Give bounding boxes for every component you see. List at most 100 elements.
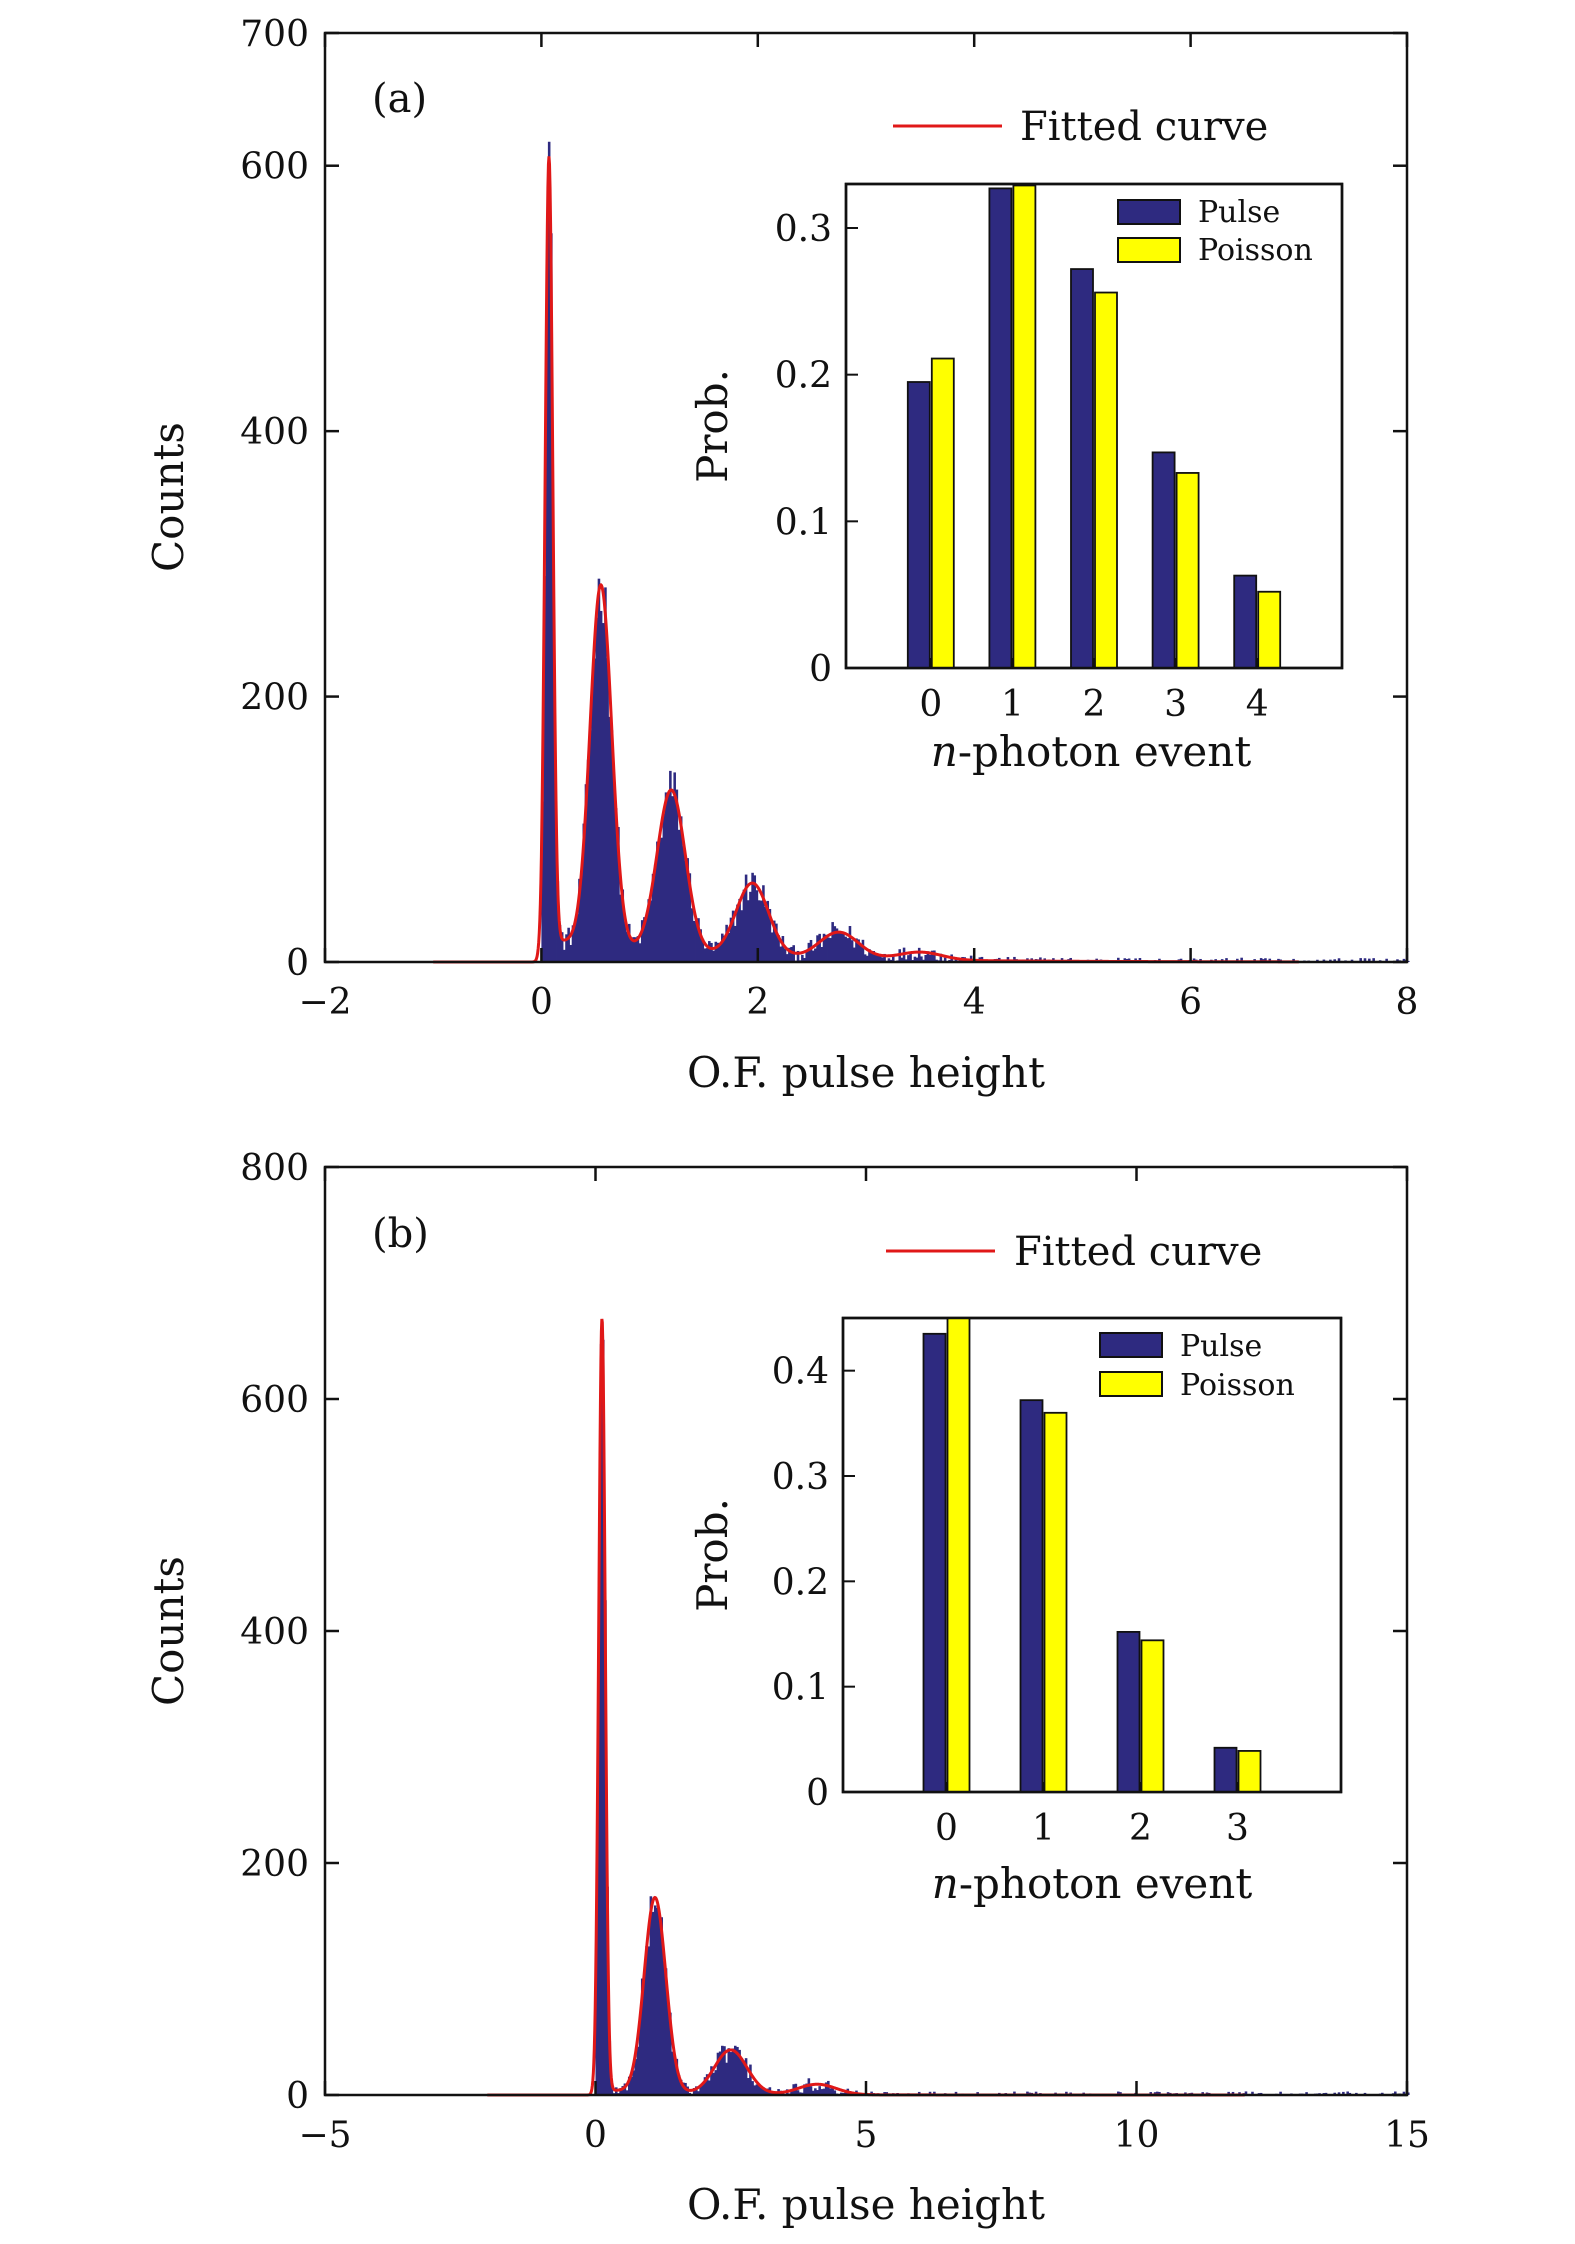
histogram-bin (803, 958, 806, 962)
histogram-bin (664, 792, 668, 962)
histogram-bin (833, 926, 837, 962)
histogram-bin (781, 936, 785, 962)
histogram-bin (669, 2012, 672, 2095)
histogram-bin (753, 875, 757, 962)
histogram-bin (621, 2086, 625, 2095)
inset-y-tick-label: 0.1 (772, 1668, 829, 1709)
histogram-bin (1259, 958, 1263, 962)
histogram-bin (545, 270, 549, 962)
histogram-bin (850, 940, 854, 962)
histogram-bin (619, 2088, 622, 2095)
histogram-bin (701, 2083, 705, 2095)
histogram-bin (684, 860, 687, 962)
histogram-bin (1407, 960, 1410, 962)
histogram-bin (855, 938, 858, 962)
x-ticks-b: −5 0 5 10 15 (298, 1167, 1430, 2156)
histogram-bin (731, 910, 735, 962)
histogram-bin (1402, 2091, 1406, 2095)
y-axis-label-a: Counts (144, 422, 193, 572)
histogram-bin (563, 949, 566, 962)
histogram-bin (770, 2092, 774, 2095)
histogram-bin (710, 2066, 713, 2095)
inset-x-tick-label: 2 (1083, 684, 1106, 725)
x-tick-label: 10 (1114, 2115, 1160, 2156)
y-tick-label: 400 (240, 1612, 309, 1653)
histogram-bin (571, 925, 575, 962)
histogram-bin (738, 2049, 741, 2095)
histogram-bin (656, 841, 659, 962)
histogram-bin (788, 947, 791, 962)
histogram-bin (550, 233, 553, 963)
inset-bar-pulse (922, 1332, 947, 1793)
histogram-bin (772, 920, 776, 962)
histogram-bin (580, 875, 583, 962)
histogram-bin (783, 948, 787, 962)
x-tick-label: 2 (746, 982, 769, 1023)
inset-bar-poisson (1257, 590, 1282, 669)
histogram-bin (777, 935, 780, 962)
histogram-bin (729, 2052, 733, 2095)
histogram-bin (608, 716, 612, 962)
inset-bar-pulse (1116, 1630, 1141, 1793)
inset-legend-b: Pulse Poisson (1099, 1329, 1295, 1403)
histogram-bin (818, 933, 821, 962)
histogram-bin (835, 928, 839, 962)
histogram-bin (599, 610, 603, 962)
histogram-bin (610, 2085, 614, 2095)
inset-y-tick-label: 0 (809, 649, 832, 690)
histogram-bin (617, 827, 620, 962)
plot-frame-a (323, 31, 1409, 964)
histogram-bin (764, 2090, 767, 2095)
inset-x-tick-label: 1 (1001, 684, 1024, 725)
histogram-bin (560, 932, 564, 962)
histogram-bin (846, 938, 850, 962)
histogram-bin (930, 950, 934, 962)
histogram-bin (701, 938, 705, 962)
histogram-bin (844, 936, 847, 962)
histogram-bin (870, 950, 873, 962)
histogram-bin (820, 947, 824, 962)
histogram-bin (690, 908, 694, 962)
histogram-bin (567, 927, 570, 962)
histogram-bin (809, 2086, 813, 2095)
histogram-bin (595, 617, 599, 962)
histogram-bin (779, 946, 783, 962)
y-tick-label: 0 (286, 943, 309, 984)
histogram-bin (744, 2058, 748, 2095)
inset-legend-a: Pulse Poisson (1117, 195, 1313, 268)
x-axis-label-a: O.F. pulse height (687, 1048, 1045, 1097)
histogram-bin (634, 937, 638, 962)
histogram-bin (868, 949, 871, 962)
histogram-bin (790, 2089, 793, 2095)
histogram-bin (677, 829, 681, 962)
histogram-bin (716, 2052, 720, 2095)
y-tick-label: 200 (240, 678, 309, 719)
inset-b: 0 1 2 3 0 0.1 0.2 0.3 0.4 Prob. n-photon event P… (688, 1316, 1343, 1908)
histogram-bin (621, 889, 625, 962)
y-tick-label: 600 (240, 1380, 309, 1421)
histogram-bin (809, 939, 813, 962)
histogram-bin (705, 2074, 709, 2095)
histogram-bin (606, 658, 609, 962)
histogram-bin (751, 2081, 754, 2095)
histogram-bin (762, 885, 765, 962)
inset-legend-swatch-pulse-a (1117, 199, 1181, 225)
histogram-bin (543, 576, 547, 962)
x-tick-label: 0 (530, 982, 553, 1023)
histogram-bin (703, 948, 707, 962)
histogram-bin (759, 900, 763, 962)
histogram-bin (708, 941, 711, 962)
histogram-bin (597, 578, 601, 962)
histogram-bin (1337, 958, 1341, 962)
histogram-bin (876, 955, 880, 962)
inset-y-tick-label: 0 (806, 1773, 829, 1814)
inset-y-tick-label: 0.2 (772, 1562, 829, 1603)
histogram-bin (1026, 2091, 1029, 2095)
histogram-bin (547, 141, 551, 962)
histogram-bin (900, 957, 904, 962)
histogram-bin (552, 563, 555, 962)
inset-bar-poisson (1175, 472, 1200, 669)
histogram-bin (796, 2090, 800, 2095)
histogram-bin (658, 1914, 661, 2095)
